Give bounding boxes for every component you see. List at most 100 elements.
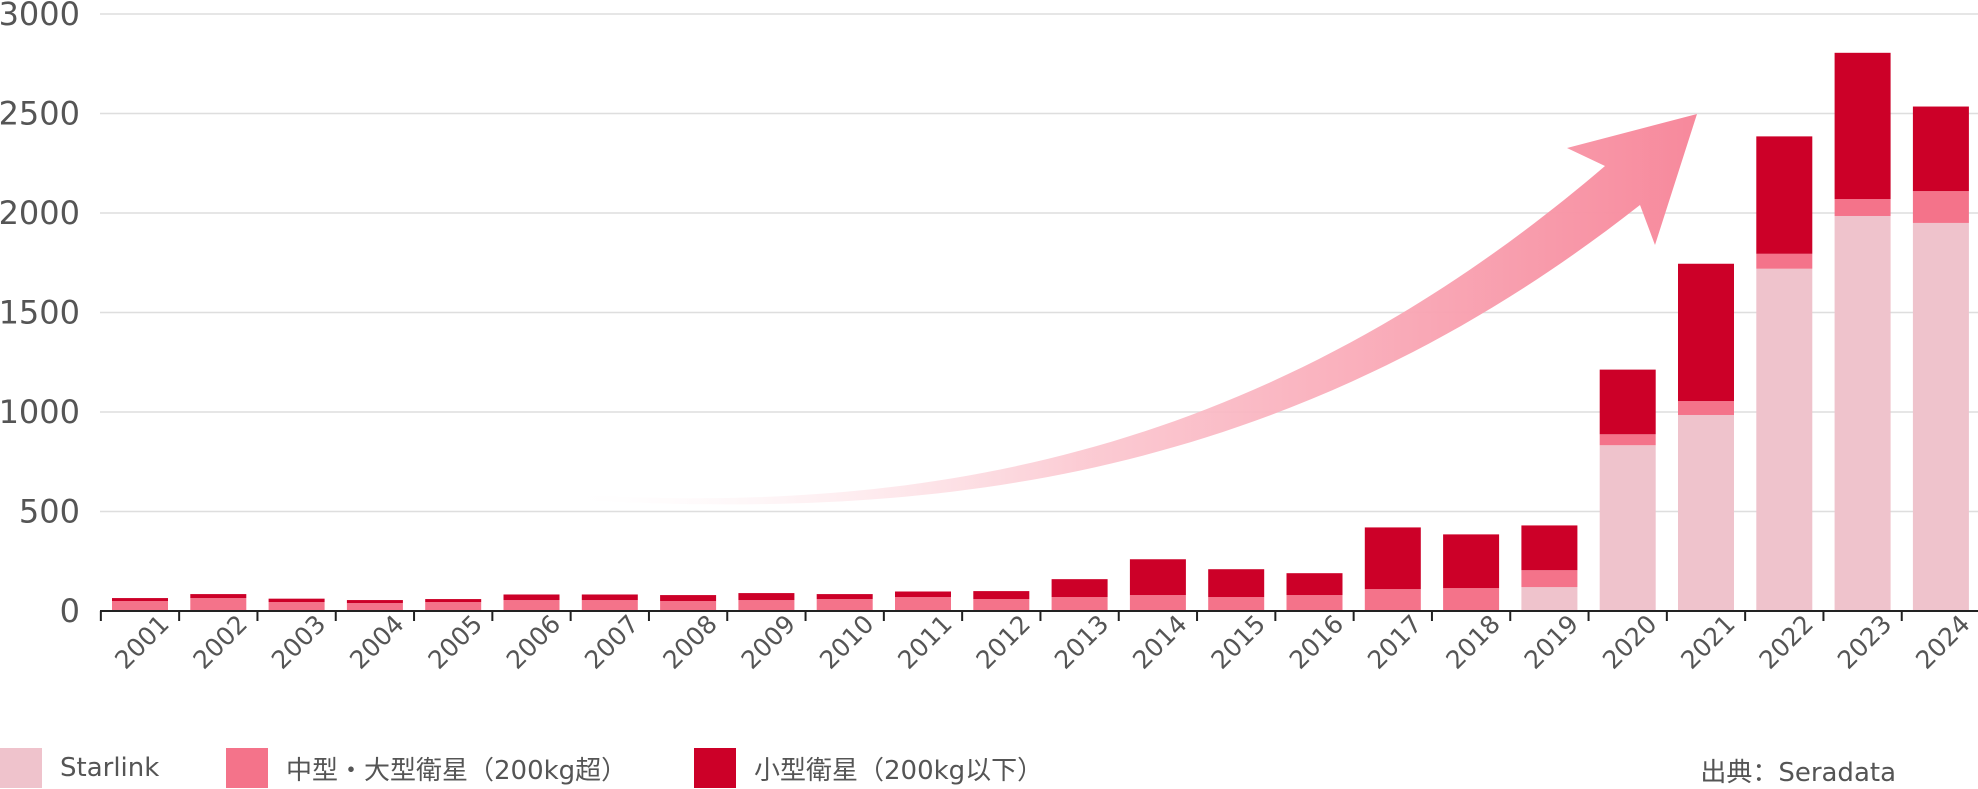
x-tick-label: 2009 [736,609,801,674]
bar-2009-series-2 [738,593,795,601]
x-tick-label: 2014 [1127,609,1192,674]
x-tick-label: 2023 [1832,609,1897,674]
y-axis-ticks: 0 500 1000 1500 2000 2500 3000 [0,0,80,630]
bar-2022-series-1 [1756,253,1813,269]
x-axis: 2001 2002 2003 2004 2005 2006 2007 2008 2009 2010… [99,609,1978,675]
legend-swatch-small-satellites [694,748,736,788]
bar-2021-series-0 [1678,414,1734,611]
bar-2013-series-1 [1051,597,1108,611]
bar-2016-series-2 [1286,573,1343,596]
bar-2023-series-2 [1834,52,1891,200]
y-tick-label: 1000 [0,393,80,431]
x-tick-label: 2010 [814,609,879,674]
bar-2010-series-2 [816,594,873,600]
bar-2004-series-2 [346,600,403,604]
bar-2016-series-1 [1286,595,1343,611]
x-tick-label: 2017 [1362,609,1427,674]
bar-2005-series-1 [425,602,482,611]
x-tick-label: 2005 [422,609,487,674]
bar-2005-series-2 [425,599,482,603]
bar-2015-series-2 [1208,569,1265,598]
y-tick-label: 500 [19,493,80,531]
legend-label: 小型衛星（200kg以下） [754,755,1044,786]
x-tick-label: 2004 [344,609,409,674]
bar-2019-series-2 [1521,525,1578,571]
y-tick-label: 2500 [0,95,80,133]
x-tick-label: 2008 [657,609,722,674]
bar-2006-series-2 [503,594,560,601]
bar-2021-series-2 [1678,263,1734,402]
bar-2007-series-1 [581,600,638,611]
legend-swatch-large-satellites [226,748,268,788]
y-tick-label: 3000 [0,0,80,33]
bar-2020-series-1 [1599,434,1656,446]
y-tick-label: 1500 [0,294,80,332]
x-tick-label: 2016 [1284,609,1349,674]
bars [112,52,1969,612]
y-tick-label: 2000 [0,194,80,232]
bar-2004-series-1 [346,603,403,611]
trend-arrow [578,114,1697,505]
legend-item-small-satellites: 小型衛星（200kg以下） [694,748,1043,788]
bar-2014-series-2 [1129,559,1186,596]
bar-2011-series-1 [895,597,951,611]
x-tick-label: 2012 [971,609,1036,674]
bar-2024-series-2 [1912,106,1969,192]
bar-2024-series-0 [1912,222,1969,611]
bar-2015-series-1 [1208,597,1265,611]
x-tick-label: 2019 [1519,609,1584,674]
x-tick-label: 2018 [1440,609,1505,674]
legend-label: 中型・大型衛星（200kg超） [286,755,628,786]
legend: Starlink 中型・大型衛星（200kg超） 小型衛星（200kg以下） [0,748,1978,788]
bar-2019-series-0 [1521,587,1578,611]
bar-2023-series-0 [1834,215,1891,612]
bar-2022-series-0 [1756,268,1813,611]
bar-2003-series-2 [268,598,325,603]
bar-2001-series-2 [112,598,168,602]
legend-swatch-starlink [0,748,42,788]
y-tick-label: 0 [60,592,80,630]
x-tick-label: 2022 [1754,609,1819,674]
bar-2007-series-2 [581,594,638,601]
bar-2022-series-2 [1756,136,1813,254]
x-tick-label: 2007 [579,609,644,674]
bar-2001-series-1 [112,601,168,611]
bar-2020-series-2 [1599,369,1656,435]
bar-2011-series-2 [895,591,951,598]
x-tick-label: 2013 [1049,609,1114,674]
x-tick-label: 2015 [1205,609,1270,674]
bar-2019-series-1 [1521,570,1578,588]
bar-2018-series-2 [1443,534,1500,589]
bar-2008-series-1 [660,601,717,611]
x-tick-label: 2021 [1675,609,1740,674]
x-tick-label: 2006 [501,609,566,674]
bar-2012-series-2 [973,591,1030,600]
bar-2003-series-1 [268,602,325,611]
legend-label: Starlink [60,753,160,783]
bar-2018-series-1 [1443,588,1500,611]
bar-2017-series-1 [1364,589,1421,611]
legend-item-large-satellites: 中型・大型衛星（200kg超） [226,748,627,788]
bar-2002-series-2 [190,594,247,599]
legend-item-starlink: Starlink [0,748,159,788]
x-tick-label: 2020 [1597,609,1662,674]
bar-2014-series-1 [1129,595,1186,611]
bar-2012-series-1 [973,599,1030,611]
x-tick-label: 2002 [188,609,253,674]
source-note: 出典：Seradata [1700,758,1896,788]
bar-2013-series-2 [1051,579,1108,598]
bar-2002-series-1 [190,598,247,611]
x-tick-label: 2001 [109,609,174,674]
bar-2009-series-1 [738,600,795,611]
gridlines [100,13,1978,513]
bar-2008-series-2 [660,595,717,602]
x-tick-label: 2003 [266,609,331,674]
bar-2024-series-1 [1912,191,1969,223]
x-tick-label: 2024 [1910,609,1975,674]
bar-2023-series-1 [1834,199,1891,216]
bar-2020-series-0 [1599,445,1656,611]
bar-2017-series-2 [1364,527,1421,590]
x-tick-label: 2011 [892,609,957,674]
bar-2010-series-1 [816,599,873,611]
